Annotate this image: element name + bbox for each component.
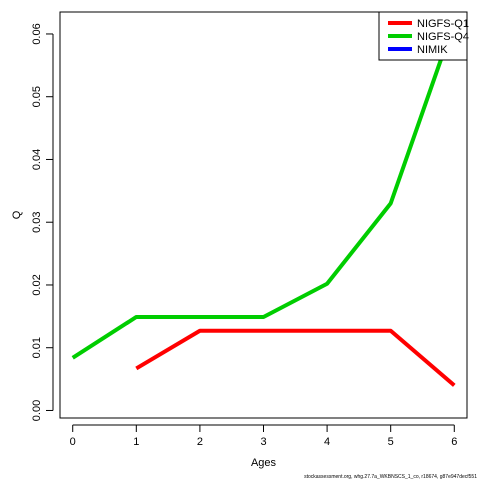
x-tick-label: 5 bbox=[388, 436, 394, 448]
series-line-nigfs-q1 bbox=[135, 328, 456, 387]
y-axis-title: Q bbox=[11, 210, 23, 219]
x-axis-title: Ages bbox=[251, 457, 277, 469]
x-axis: 0 1 2 3 4 5 6 bbox=[70, 424, 457, 448]
y-tick-label: 0.06 bbox=[31, 23, 43, 44]
y-tick-label: 0.00 bbox=[31, 400, 43, 421]
x-tick-label: 2 bbox=[197, 436, 203, 448]
y-tick-label: 0.01 bbox=[31, 337, 43, 358]
y-tick-label: 0.05 bbox=[31, 86, 43, 107]
series-line-nigfs-q4 bbox=[71, 20, 457, 360]
y-tick-label: 0.02 bbox=[31, 274, 43, 295]
legend-label-nigfs-q4: NIGFS-Q4 bbox=[417, 31, 469, 43]
legend-label-nimik: NIMIK bbox=[417, 44, 448, 56]
series-layer bbox=[71, 20, 457, 387]
footer-text: stockassessment.org, whg.27.7a_WKBNSCS_1… bbox=[304, 474, 477, 480]
x-tick-label: 3 bbox=[260, 436, 266, 448]
x-tick-label: 6 bbox=[451, 436, 457, 448]
x-tick-label: 4 bbox=[324, 436, 330, 448]
y-axis: 0.00 0.01 0.02 0.03 0.04 0.05 0.06 bbox=[31, 23, 54, 421]
plot-frame bbox=[59, 11, 468, 419]
x-tick-label: 1 bbox=[133, 436, 139, 448]
y-tick-label: 0.04 bbox=[31, 149, 43, 170]
x-tick-label: 0 bbox=[70, 436, 76, 448]
legend-label-nigfs-q1: NIGFS-Q1 bbox=[417, 18, 469, 30]
y-tick-label: 0.03 bbox=[31, 212, 43, 233]
